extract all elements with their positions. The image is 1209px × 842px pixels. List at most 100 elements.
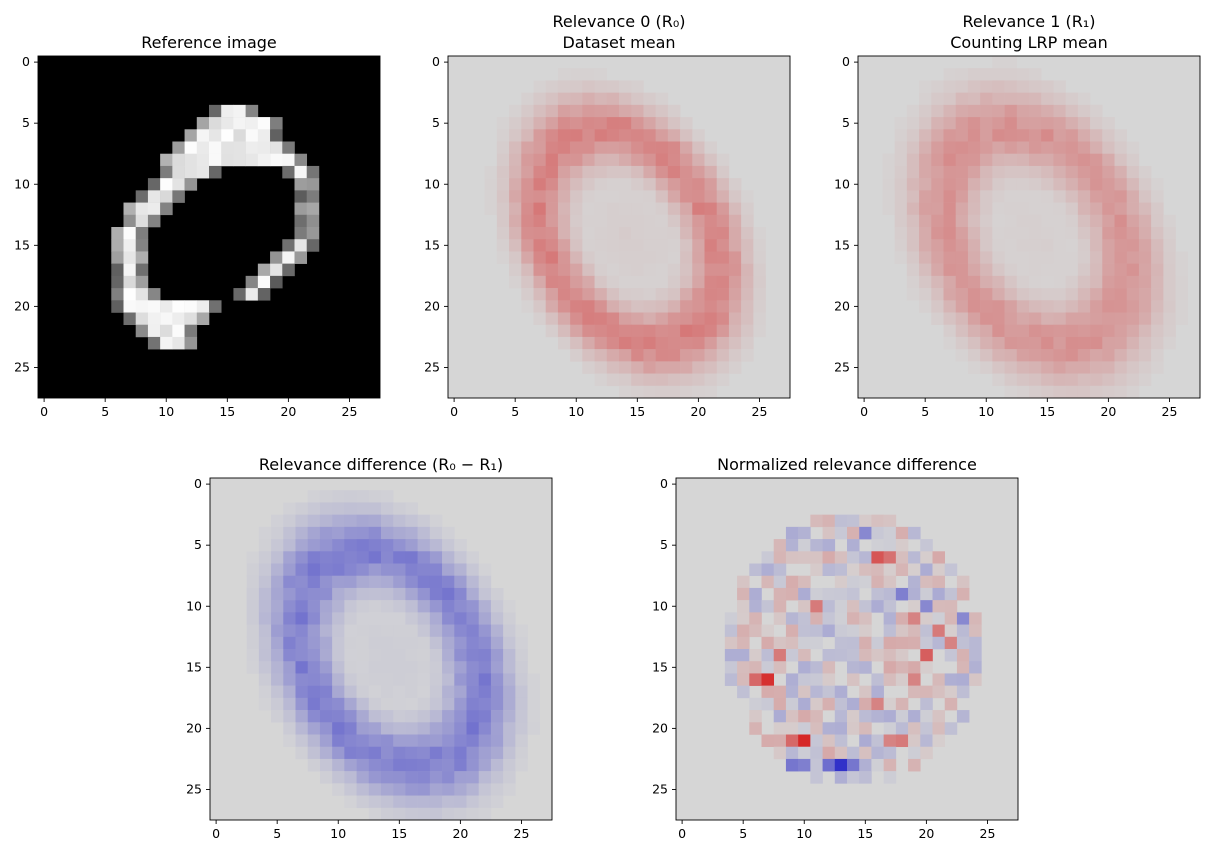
heatmap-cell <box>405 734 418 748</box>
heatmap-cell <box>1016 251 1030 264</box>
heatmap-cell <box>478 685 492 699</box>
heatmap-cell <box>955 141 969 155</box>
heatmap-cell <box>521 263 534 277</box>
heatmap-cell <box>454 563 467 577</box>
heatmap-cell <box>283 600 296 613</box>
heatmap-cell <box>429 600 443 613</box>
heatmap-cell <box>980 104 993 118</box>
heatmap-cell <box>943 117 957 130</box>
heatmap-cell <box>594 68 608 81</box>
heatmap-cell <box>773 710 787 723</box>
heatmap-cell <box>295 539 309 552</box>
heatmap-cell <box>344 502 357 515</box>
heatmap-cell <box>1041 361 1054 374</box>
heatmap-cell <box>980 80 993 93</box>
heatmap-cell <box>557 227 571 240</box>
heatmap-cell <box>1090 263 1103 277</box>
heatmap-cell <box>680 312 693 326</box>
heatmap-cell <box>704 202 718 216</box>
heatmap-cell <box>503 600 516 613</box>
heatmap-cell <box>741 336 754 350</box>
heatmap-cell <box>919 80 932 93</box>
heatmap-cell <box>906 227 920 240</box>
heatmap-cell <box>785 734 799 748</box>
heatmap-cell <box>1114 190 1128 203</box>
heatmap-cell <box>257 141 271 155</box>
heatmap-cell <box>919 153 932 167</box>
heatmap-cell <box>294 251 308 264</box>
heatmap-cell <box>184 178 198 191</box>
heatmap-cell <box>785 612 799 625</box>
heatmap-cell <box>417 783 431 796</box>
heatmap-cell <box>692 373 705 387</box>
heatmap-cell <box>393 636 406 650</box>
heatmap-cell <box>258 697 272 711</box>
heatmap-cell <box>490 673 504 686</box>
heatmap-cell <box>943 80 957 93</box>
heatmap-cell <box>785 624 799 638</box>
heatmap-cell <box>246 575 260 589</box>
heatmap-cell <box>606 239 620 252</box>
heatmap-cell <box>955 336 969 350</box>
heatmap-cell <box>594 239 608 252</box>
heatmap-cell <box>894 153 908 167</box>
heatmap-cell <box>533 275 547 289</box>
heatmap-cell <box>496 117 510 130</box>
heatmap-cell <box>319 612 333 625</box>
heatmap-cell <box>332 722 345 735</box>
heatmap-cell <box>798 697 811 711</box>
heatmap-cell <box>1016 312 1030 326</box>
heatmap-cell <box>944 685 958 699</box>
heatmap-cell <box>932 587 946 601</box>
heatmap-cell <box>956 575 970 589</box>
heatmap-cell <box>822 514 836 528</box>
heatmap-cell <box>209 104 222 118</box>
heatmap-cell <box>967 214 981 228</box>
heatmap-cell <box>484 202 498 216</box>
heatmap-cell <box>381 526 394 540</box>
heatmap-cell <box>631 214 644 228</box>
heatmap-cell <box>643 92 656 106</box>
heatmap-cell <box>619 153 632 167</box>
heatmap-cell <box>1138 312 1152 326</box>
heatmap-cell <box>356 697 370 711</box>
heatmap-cell <box>478 563 492 577</box>
heatmap-cell <box>667 251 681 264</box>
heatmap-cell <box>606 202 620 216</box>
heatmap-cell <box>570 104 583 118</box>
heatmap-cell <box>283 636 296 650</box>
heatmap-cell <box>393 600 406 613</box>
heatmap-cell <box>521 153 534 167</box>
axes-frame <box>675 477 1019 821</box>
heatmap-cell <box>992 141 1005 155</box>
heatmap-cell <box>1126 165 1140 179</box>
heatmap-cell <box>271 551 284 564</box>
heatmap-cell <box>667 312 681 326</box>
heatmap-cell <box>368 563 382 577</box>
heatmap-cell <box>894 178 908 191</box>
x-tick-label: 20 <box>690 404 706 419</box>
heatmap-cell <box>761 661 775 674</box>
y-tick-label: 5 <box>432 115 440 130</box>
heatmap-cell <box>429 746 443 760</box>
heatmap-cell <box>919 202 932 216</box>
heatmap-cell <box>822 685 836 699</box>
heatmap-cell <box>943 92 957 106</box>
heatmap-cell <box>442 734 455 748</box>
heatmap-cell <box>332 758 345 772</box>
heatmap-cell <box>871 649 884 662</box>
heatmap-cell <box>883 587 897 601</box>
heatmap-cell <box>582 275 595 289</box>
heatmap-cell <box>847 673 860 686</box>
heatmap-cell <box>466 612 480 625</box>
heatmap-cell <box>908 587 921 601</box>
heatmap-cell <box>1151 288 1164 301</box>
heatmap-cell <box>356 758 370 772</box>
heatmap-cell <box>859 514 872 528</box>
heatmap-cell <box>509 129 522 142</box>
heatmap-cell <box>271 685 284 699</box>
heatmap-cell <box>908 685 921 699</box>
heatmap-cell <box>761 636 775 650</box>
heatmap-cell <box>1065 288 1079 301</box>
